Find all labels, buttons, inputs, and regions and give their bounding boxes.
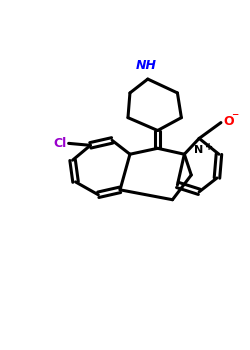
Text: +: + — [205, 142, 213, 152]
Text: ⁻: ⁻ — [231, 110, 238, 124]
Text: NH: NH — [135, 59, 156, 72]
Text: O: O — [223, 115, 234, 128]
Text: N: N — [194, 145, 203, 155]
Text: Cl: Cl — [54, 137, 67, 150]
